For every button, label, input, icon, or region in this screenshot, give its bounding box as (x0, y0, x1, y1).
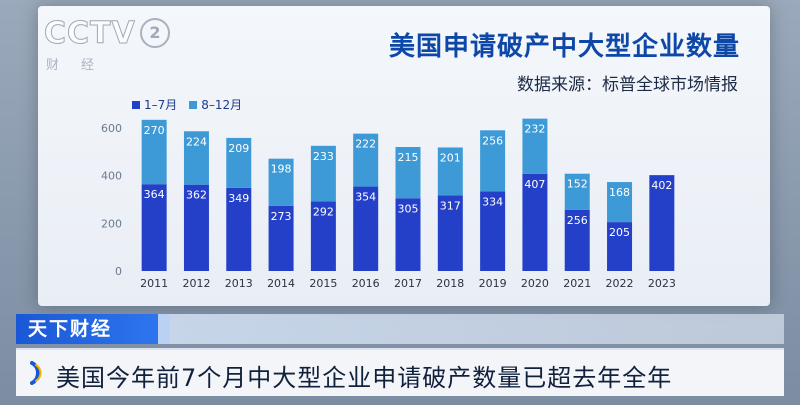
data-label-1-7-2020: 407 (524, 178, 545, 191)
data-label-1-7-2022: 205 (609, 226, 630, 239)
legend-item-8-12: 8–12月 (189, 96, 242, 113)
x-tick-label-2021: 2021 (563, 277, 591, 290)
program-tag-strip (158, 314, 784, 344)
y-tick-label: 0 (115, 265, 122, 278)
y-tick-label: 400 (101, 170, 122, 183)
y-tick-label: 200 (101, 217, 122, 230)
bar-1-7-2022 (607, 222, 633, 271)
x-tick-label-2012: 2012 (182, 277, 210, 290)
headline-bar: 美国今年前7个月中大型企业申请破产数量已超去年全年 (16, 348, 784, 396)
legend-swatch-8-12 (189, 100, 198, 109)
data-label-8-12-2021: 152 (567, 178, 588, 191)
x-tick-label-2022: 2022 (606, 277, 634, 290)
data-label-1-7-2014: 273 (271, 210, 292, 223)
logo-sub: 财经 (46, 58, 117, 73)
legend-label-1-7: 1–7月 (144, 98, 178, 112)
bar-8-12-2021 (564, 173, 590, 210)
data-label-1-7-2018: 317 (440, 199, 461, 212)
data-label-1-7-2023: 402 (651, 179, 672, 192)
headline-text: 美国今年前7个月中大型企业申请破产数量已超去年全年 (56, 364, 673, 392)
data-label-8-12-2022: 168 (609, 186, 630, 199)
data-label-8-12-2018: 201 (440, 151, 461, 164)
data-label-8-12-2013: 209 (228, 142, 249, 155)
data-label-8-12-2019: 256 (482, 134, 503, 147)
bar-8-12-2012 (183, 131, 209, 185)
x-tick-label-2014: 2014 (267, 277, 295, 290)
legend-swatch-1-7 (132, 100, 140, 109)
bar-8-12-2016 (353, 133, 379, 187)
bar-1-7-2015 (310, 201, 336, 271)
bar-8-12-2013 (226, 137, 252, 188)
bar-8-12-2018 (437, 147, 463, 196)
data-label-1-7-2011: 364 (144, 188, 165, 201)
data-label-8-12-2014: 198 (271, 163, 292, 176)
bar-1-7-2017 (395, 198, 421, 271)
chart-source: 数据来源：标普全球市场情报 (517, 75, 738, 95)
bar-8-12-2022 (607, 182, 633, 223)
bar-8-12-2017 (395, 147, 421, 199)
x-tick-label-2015: 2015 (309, 277, 337, 290)
bar-1-7-2019 (480, 191, 506, 271)
bar-1-7-2016 (353, 186, 379, 271)
chart-legend: 1–7月 8–12月 (132, 96, 242, 113)
data-label-1-7-2016: 354 (355, 191, 376, 204)
bar-1-7-2011 (141, 184, 167, 271)
bar-1-7-2018 (437, 195, 463, 271)
bar-1-7-2020 (522, 173, 548, 271)
data-label-1-7-2015: 292 (313, 205, 334, 218)
bar-8-12-2019 (480, 130, 506, 192)
data-label-1-7-2013: 349 (228, 192, 249, 205)
legend-item-1-7: 1–7月 (132, 96, 177, 113)
logo-channel: 2 (140, 18, 170, 48)
bar-1-7-2014 (268, 205, 294, 271)
data-label-8-12-2011: 270 (144, 124, 165, 137)
headline-mark-icon (30, 361, 42, 385)
x-tick-label-2017: 2017 (394, 277, 422, 290)
logo-brand: CCTV (44, 16, 136, 52)
data-label-8-12-2016: 222 (355, 138, 376, 151)
legend-label-8-12: 8–12月 (201, 98, 243, 112)
x-tick-label-2011: 2011 (140, 277, 168, 290)
x-tick-label-2018: 2018 (436, 277, 464, 290)
x-tick-label-2013: 2013 (225, 277, 253, 290)
data-label-8-12-2017: 215 (398, 151, 419, 164)
data-label-8-12-2012: 224 (186, 135, 207, 148)
x-tick-label-2019: 2019 (479, 277, 507, 290)
data-label-8-12-2015: 233 (313, 150, 334, 163)
bar-8-12-2011 (141, 119, 167, 185)
bar-1-7-2013 (226, 187, 252, 271)
bar-1-7-2012 (183, 184, 209, 271)
data-label-1-7-2012: 362 (186, 189, 207, 202)
bar-1-7-2023 (649, 175, 675, 271)
bar-8-12-2020 (522, 118, 548, 174)
x-tick-label-2020: 2020 (521, 277, 549, 290)
y-tick-label: 600 (101, 122, 122, 135)
x-tick-label-2023: 2023 (648, 277, 676, 290)
data-label-1-7-2019: 334 (482, 195, 503, 208)
bar-1-7-2021 (564, 209, 590, 271)
program-tag: 天下财经 (16, 314, 170, 344)
data-label-1-7-2017: 305 (398, 202, 419, 215)
bar-8-12-2015 (310, 145, 336, 202)
cctv-logo: CCTV 2 财经 (40, 16, 170, 73)
data-label-8-12-2020: 232 (524, 123, 545, 136)
chart-panel: 0 200 400 600 270 364 2011 224 362 2012 209 349 2013… (38, 6, 770, 306)
chart-title: 美国申请破产中大型企业数量 (388, 32, 740, 62)
data-label-1-7-2021: 256 (567, 214, 588, 227)
x-tick-label-2016: 2016 (352, 277, 380, 290)
bar-8-12-2014 (268, 158, 294, 206)
